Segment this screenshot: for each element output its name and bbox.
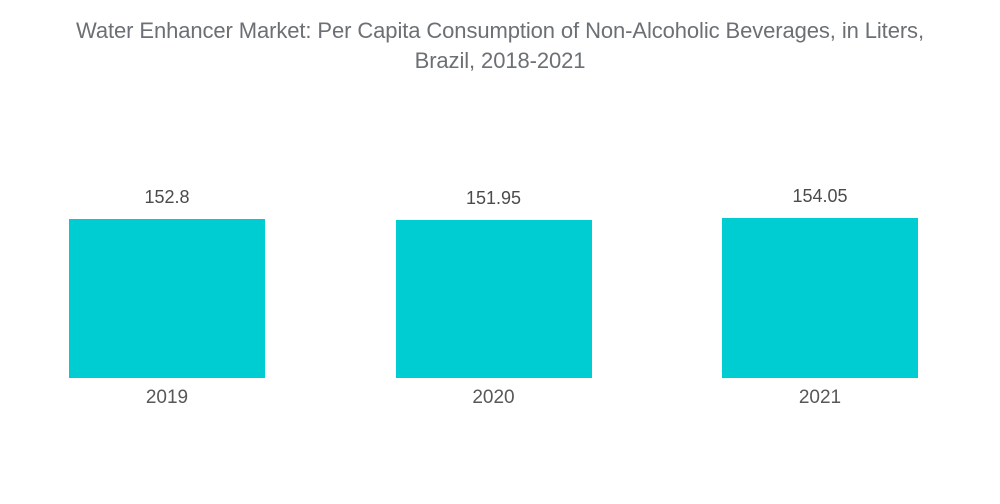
x-axis-label-2021: 2021 — [798, 387, 842, 408]
bar-group-2021: 154.05 2021 — [722, 0, 918, 408]
bar-2020 — [395, 220, 592, 378]
bar-value-label-2021: 154.05 — [792, 186, 848, 206]
bar-value-label-2020: 151.95 — [465, 188, 522, 209]
plot-area: 152.8 2019 151.95 2020 154.05 2021 — [69, 0, 918, 408]
bar-group-2020: 151.95 2020 — [395, 0, 592, 408]
bar-2021 — [722, 218, 918, 378]
bar-2019 — [69, 219, 265, 378]
bar-value-label-2019: 152.8 — [144, 187, 190, 208]
chart-title: Water Enhancer Market: Per Capita Consum… — [76, 18, 924, 73]
x-axis-label-2019: 2019 — [145, 387, 189, 408]
x-axis-label-2020: 2020 — [472, 387, 515, 408]
bar-group-2019: 152.8 2019 — [69, 0, 265, 408]
